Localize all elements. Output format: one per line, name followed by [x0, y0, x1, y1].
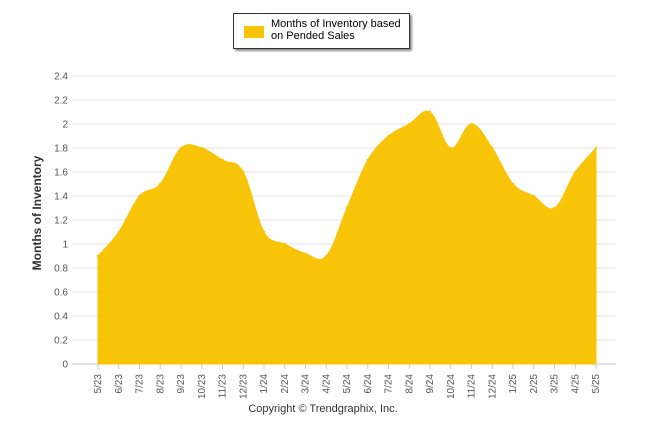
- data-point: [491, 146, 494, 150]
- x-tick-label: 9/23: [176, 374, 187, 394]
- data-point: [532, 194, 535, 198]
- x-tick-label: 1/24: [259, 374, 270, 394]
- x-tick-label: 5/25: [591, 374, 602, 394]
- x-tick-label: 11/23: [218, 374, 229, 399]
- x-tick-label: 7/24: [384, 374, 395, 394]
- data-point: [594, 146, 598, 150]
- y-tick-label: 0.4: [54, 312, 68, 323]
- x-tick-label: 12/23: [238, 374, 249, 399]
- data-point: [221, 158, 224, 162]
- data-point: [511, 182, 515, 186]
- data-point: [200, 146, 203, 150]
- data-point: [179, 146, 183, 150]
- data-point: [304, 252, 307, 255]
- data-point: [283, 242, 286, 246]
- axes: [72, 363, 616, 369]
- y-tick-label: 2.4: [54, 72, 68, 83]
- x-tick-label: 8/24: [404, 374, 415, 394]
- y-tick-label: 1.2: [54, 216, 68, 227]
- x-tick-label: 1/25: [508, 374, 519, 394]
- x-tick-label: 6/24: [363, 374, 374, 394]
- y-tick-label: 0.8: [54, 264, 68, 275]
- series-area: [96, 110, 598, 365]
- x-tick-labels: 5/23 6/23 7/23 8/23 9/23 10/23 11/23 12/23 1/24 2…: [93, 374, 602, 399]
- y-tick-label: 0: [62, 360, 68, 371]
- y-tick-label: 0.6: [54, 288, 68, 299]
- x-tick-label: 7/23: [135, 374, 146, 394]
- x-tick-label: 10/24: [446, 374, 457, 399]
- legend[interactable]: Months of Inventory based on Pended Sale…: [233, 13, 410, 49]
- y-tick-label: 0.2: [54, 336, 68, 347]
- x-tick-label: 9/24: [425, 374, 436, 394]
- y-tick-label: 2: [62, 120, 68, 131]
- x-tick-label: 3/24: [301, 374, 312, 394]
- data-point: [159, 182, 162, 186]
- data-point: [553, 206, 556, 210]
- series-area-path: [97, 110, 597, 365]
- data-point: [574, 170, 577, 174]
- x-tick-label: 2/24: [280, 374, 291, 394]
- x-tick-label: 11/24: [467, 374, 478, 399]
- data-point: [408, 122, 411, 126]
- y-tick-label: 1.4: [54, 192, 68, 203]
- x-tick-label: 3/25: [550, 374, 561, 394]
- x-tick-label: 12/24: [487, 374, 498, 399]
- data-point: [325, 254, 328, 258]
- data-point: [345, 206, 349, 210]
- legend-swatch: [244, 26, 264, 38]
- y-tick-label: 2.2: [54, 96, 68, 107]
- data-point: [117, 230, 120, 234]
- x-tick-label: 4/25: [570, 374, 581, 394]
- data-point: [138, 194, 141, 198]
- data-point: [242, 170, 245, 174]
- data-point: [262, 230, 266, 234]
- y-tick-labels: 0 0.2 0.4 0.6 0.8 1 1.2 1.4 1.6 1.8 2 2.2 2.4: [54, 72, 68, 371]
- x-tick-label: 5/23: [93, 374, 104, 394]
- data-point: [470, 122, 473, 126]
- y-tick-label: 1.6: [54, 168, 68, 179]
- x-tick-label: 8/23: [155, 374, 166, 394]
- y-tick-label: 1.8: [54, 144, 68, 155]
- x-tick-label: 5/24: [342, 374, 353, 394]
- x-tick-label: 6/23: [114, 374, 125, 394]
- data-point: [449, 146, 452, 150]
- data-point: [387, 134, 390, 138]
- x-tick-label: 10/23: [197, 374, 208, 399]
- data-point: [428, 110, 432, 114]
- y-tick-label: 1: [62, 240, 68, 251]
- x-tick-label: 2/25: [529, 374, 540, 394]
- x-tick-label: 4/24: [321, 374, 332, 394]
- legend-label: Months of Inventory based on Pended Sale…: [271, 18, 401, 42]
- data-point: [366, 158, 369, 162]
- copyright-footer: Copyright © Trendgraphix, Inc.: [248, 403, 398, 415]
- y-axis-label: Months of Inventory: [30, 155, 44, 271]
- data-point: [96, 254, 100, 258]
